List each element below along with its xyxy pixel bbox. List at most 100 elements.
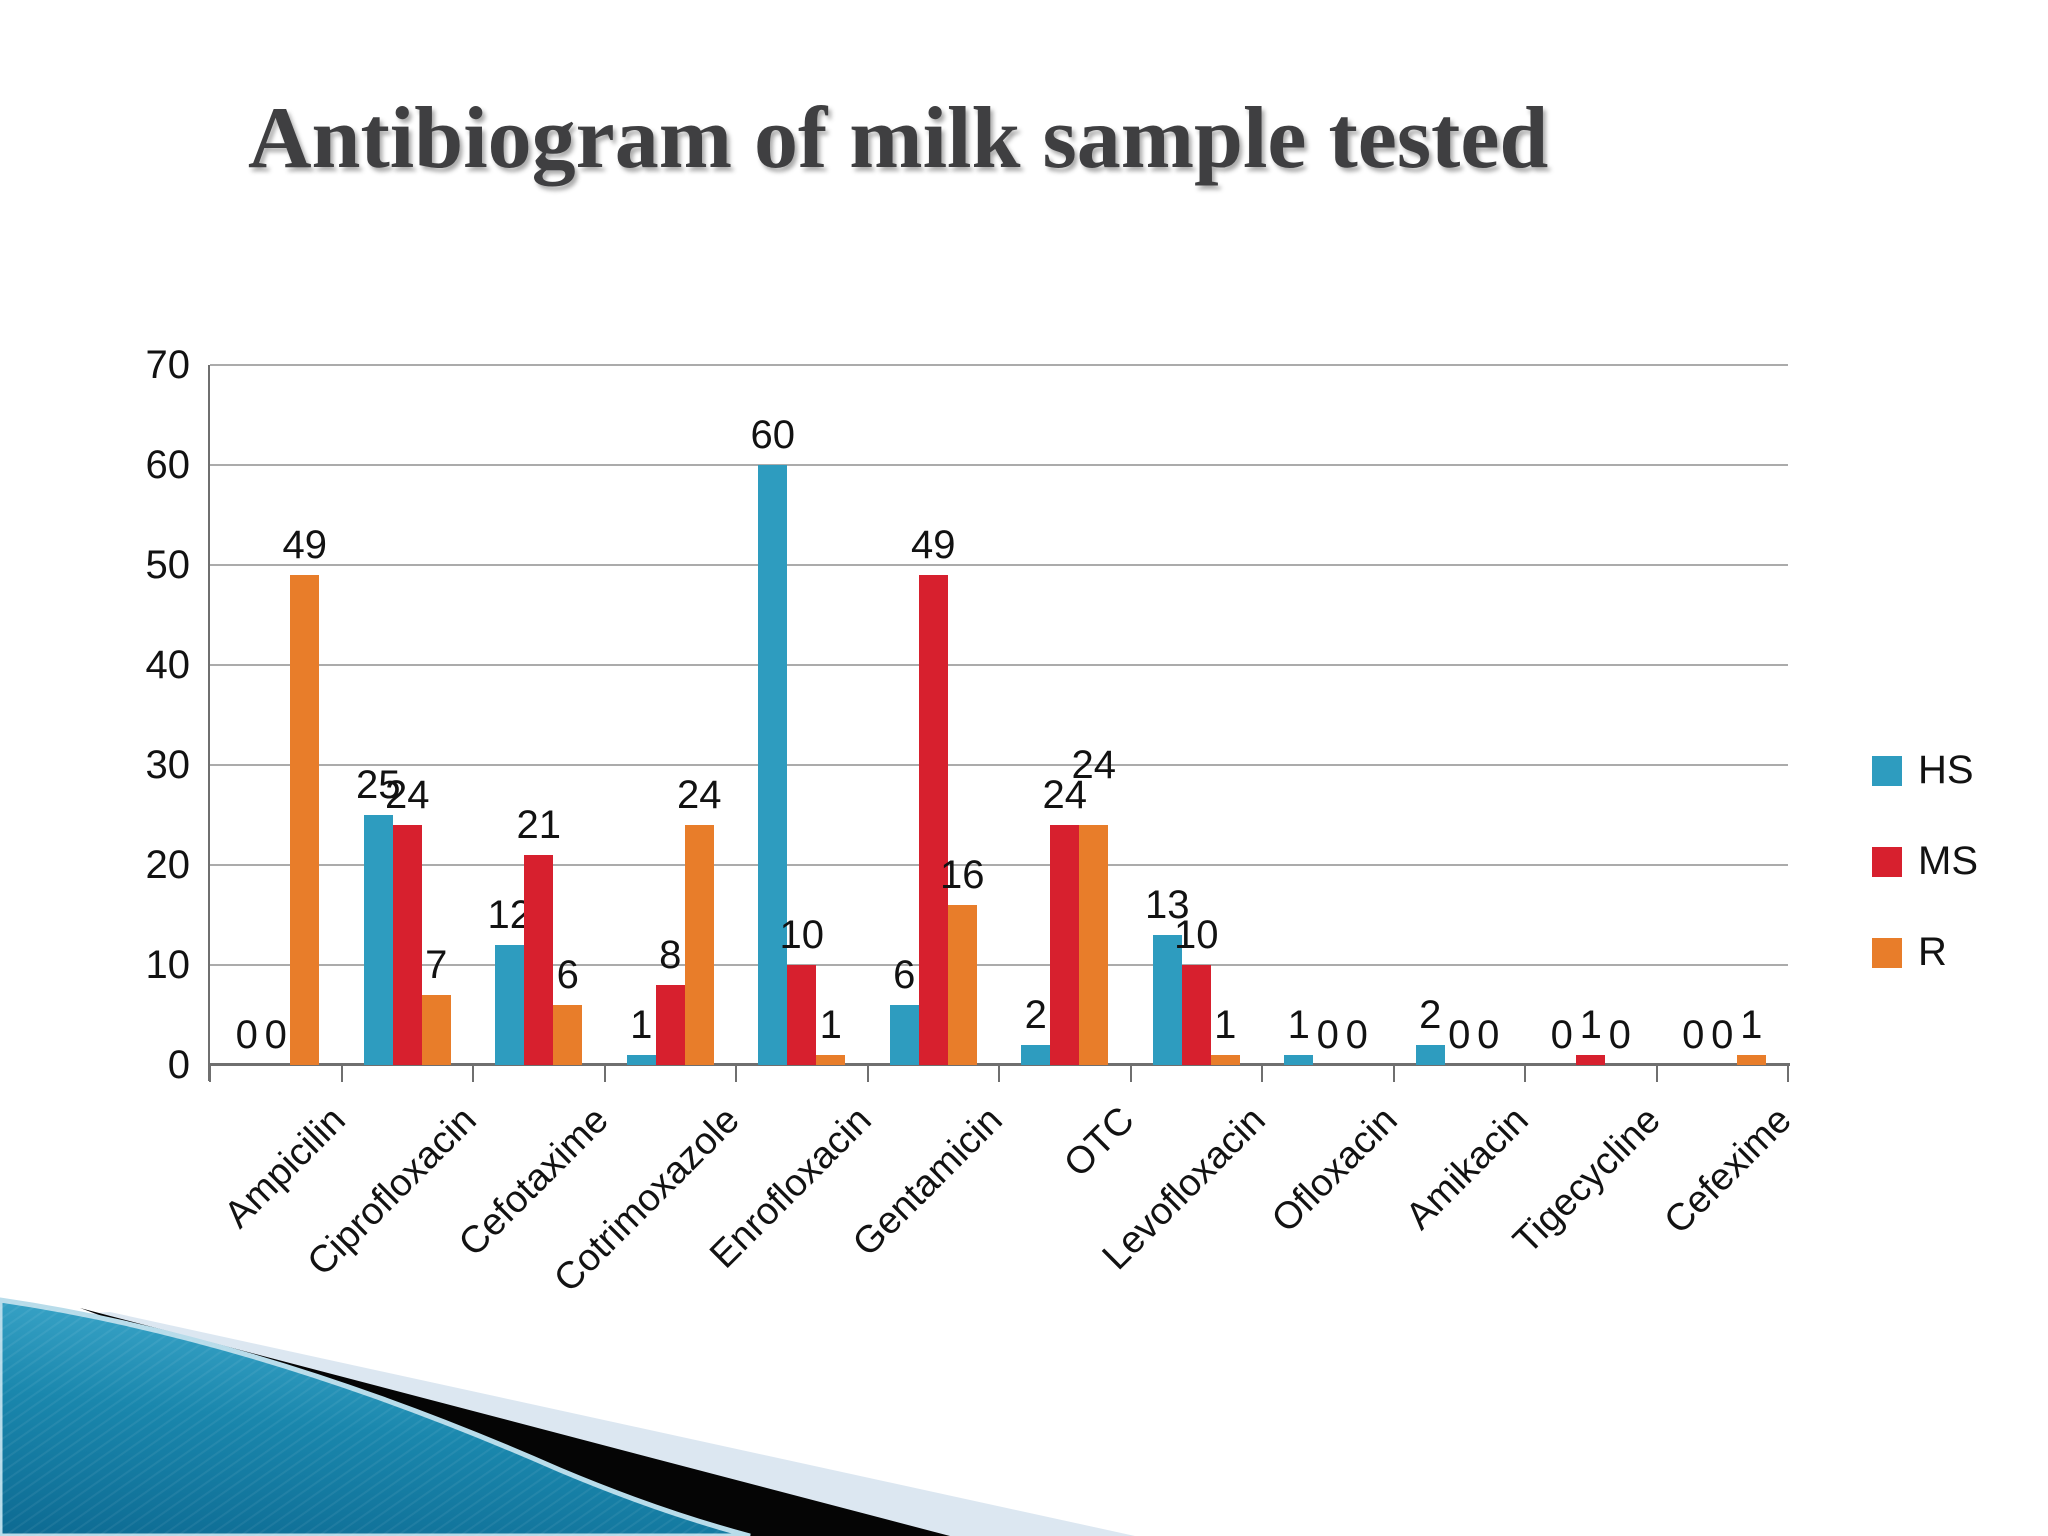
legend-item-ms: MS bbox=[1872, 839, 1978, 884]
bar-label: 1 bbox=[1579, 1003, 1602, 1047]
y-axis-line bbox=[208, 365, 210, 1081]
bar-ms-ciprofloxacin bbox=[392, 825, 422, 1065]
bar-hs-otc bbox=[1021, 1045, 1051, 1065]
bar-label: 8 bbox=[659, 933, 682, 977]
bar-label: 2 bbox=[1024, 993, 1047, 1037]
bar-hs-amikacin bbox=[1415, 1045, 1445, 1065]
bar-label: 1 bbox=[1740, 1003, 1763, 1047]
bar-label: 6 bbox=[893, 953, 916, 997]
bar-label: 0 bbox=[264, 1013, 287, 1057]
y-tick-label-70: 70 bbox=[145, 343, 191, 387]
x-axis-tick bbox=[735, 1066, 737, 1082]
x-axis-line bbox=[208, 1063, 1790, 1066]
legend-label-r: R bbox=[1918, 930, 1947, 974]
bar-label: 0 bbox=[235, 1013, 258, 1057]
y-tick-label-0: 0 bbox=[167, 1043, 190, 1087]
bar-group-ampicilin: 0 0 49 bbox=[210, 365, 342, 1065]
gridline-10 bbox=[210, 964, 1788, 966]
gridline-40 bbox=[210, 664, 1788, 666]
legend: HS MS R bbox=[1872, 748, 1978, 1021]
slide-title: Antibiogram of milk sample tested bbox=[248, 90, 1549, 187]
bar-ms-cotrimoxazole bbox=[655, 985, 685, 1065]
x-axis-tick bbox=[340, 1066, 343, 1082]
y-axis-labels: 0 10 20 30 40 50 60 70 bbox=[30, 343, 191, 1087]
x-axis-tick bbox=[1261, 1066, 1263, 1082]
y-tick-label-20: 20 bbox=[145, 843, 191, 887]
bar-r-ampicilin bbox=[290, 575, 320, 1065]
y-tick-label-60: 60 bbox=[145, 443, 191, 487]
bar-label: 24 bbox=[677, 773, 722, 817]
bar-group-enrofloxacin: 60 10 1 bbox=[736, 365, 868, 1065]
bar-ms-levofloxacin bbox=[1181, 965, 1211, 1065]
y-tick-label-30: 30 bbox=[145, 743, 191, 787]
bar-ms-otc bbox=[1050, 825, 1080, 1065]
bar-r-ciprofloxacin bbox=[421, 995, 451, 1065]
bar-ms-gentamicin bbox=[918, 575, 948, 1065]
x-label-amikacin: Amikacin bbox=[1398, 1099, 1537, 1238]
bar-label: 25 bbox=[356, 763, 401, 807]
bar-label: 0 bbox=[1711, 1013, 1734, 1057]
decor-teal-texture bbox=[0, 1300, 750, 1536]
bar-group-cefotaxime: 12 21 6 bbox=[473, 365, 605, 1065]
gridline-50 bbox=[210, 564, 1788, 566]
bar-label: 2 bbox=[1419, 993, 1442, 1037]
y-tick-label-40: 40 bbox=[145, 643, 191, 687]
bar-group-cotrimoxazole: 1 8 24 bbox=[605, 365, 737, 1065]
legend-label-hs: HS bbox=[1918, 748, 1974, 792]
gridline-60 bbox=[210, 464, 1788, 466]
bar-label: 24 bbox=[385, 773, 430, 817]
x-axis-tick bbox=[1129, 1066, 1132, 1082]
bar-r-cotrimoxazole bbox=[684, 825, 714, 1065]
bar-ms-enrofloxacin bbox=[787, 965, 817, 1065]
bar-r-cefexime bbox=[1736, 1055, 1766, 1065]
bar-r-gentamicin bbox=[947, 905, 977, 1065]
legend-item-r: R bbox=[1872, 930, 1978, 975]
legend-label-ms: MS bbox=[1918, 839, 1978, 883]
legend-swatch-r bbox=[1872, 937, 1902, 968]
legend-swatch-hs bbox=[1872, 755, 1902, 786]
x-label-otc: OTC bbox=[1056, 1099, 1143, 1186]
bar-label: 0 bbox=[1608, 1013, 1631, 1057]
x-label-ofloxacin: Ofloxacin bbox=[1263, 1099, 1406, 1241]
bar-hs-cefotaxime bbox=[495, 945, 525, 1065]
y-tick-label-10: 10 bbox=[145, 943, 191, 987]
gridline-20 bbox=[210, 864, 1788, 866]
x-axis-tick bbox=[472, 1066, 474, 1082]
bar-label: 13 bbox=[1145, 883, 1190, 927]
bar-label: 10 bbox=[1174, 913, 1219, 957]
bar-label: 49 bbox=[282, 523, 328, 567]
bar-label: 16 bbox=[940, 853, 985, 897]
x-axis-tick bbox=[1524, 1066, 1526, 1082]
bar-label: 1 bbox=[1214, 1003, 1237, 1047]
bar-r-enrofloxacin bbox=[816, 1055, 846, 1065]
bar-label: 1 bbox=[1287, 1003, 1310, 1047]
bar-label: 24 bbox=[1071, 743, 1117, 787]
bar-hs-ciprofloxacin bbox=[363, 815, 393, 1065]
gridline-30 bbox=[210, 764, 1788, 766]
bar-label: 0 bbox=[1477, 1013, 1500, 1057]
y-tick-label-50: 50 bbox=[145, 543, 191, 587]
x-label-cefexime: Cefexime bbox=[1656, 1099, 1800, 1243]
gridline-70 bbox=[210, 364, 1788, 366]
bar-label: 0 bbox=[1345, 1013, 1368, 1057]
x-axis-tick bbox=[209, 1066, 211, 1082]
bar-label: 60 bbox=[750, 413, 796, 457]
bar-group-levofloxacin: 13 10 1 bbox=[1131, 365, 1263, 1065]
plot-area: 0 0 49 25 24 7 12 21 6 1 8 24 60 10 1 6 49 16 2 24 24 13 10 1 1 0… bbox=[208, 364, 1790, 1082]
x-axis-tick bbox=[603, 1066, 606, 1082]
bar-ms-cefotaxime bbox=[524, 855, 554, 1065]
bar-hs-ofloxacin bbox=[1284, 1055, 1314, 1065]
bar-label: 21 bbox=[516, 803, 562, 847]
decor-black-stripe bbox=[80, 1308, 950, 1536]
bar-r-cefotaxime bbox=[553, 1005, 583, 1065]
legend-swatch-ms bbox=[1872, 846, 1902, 877]
bar-label: 6 bbox=[556, 953, 579, 997]
bar-label: 7 bbox=[425, 943, 448, 987]
